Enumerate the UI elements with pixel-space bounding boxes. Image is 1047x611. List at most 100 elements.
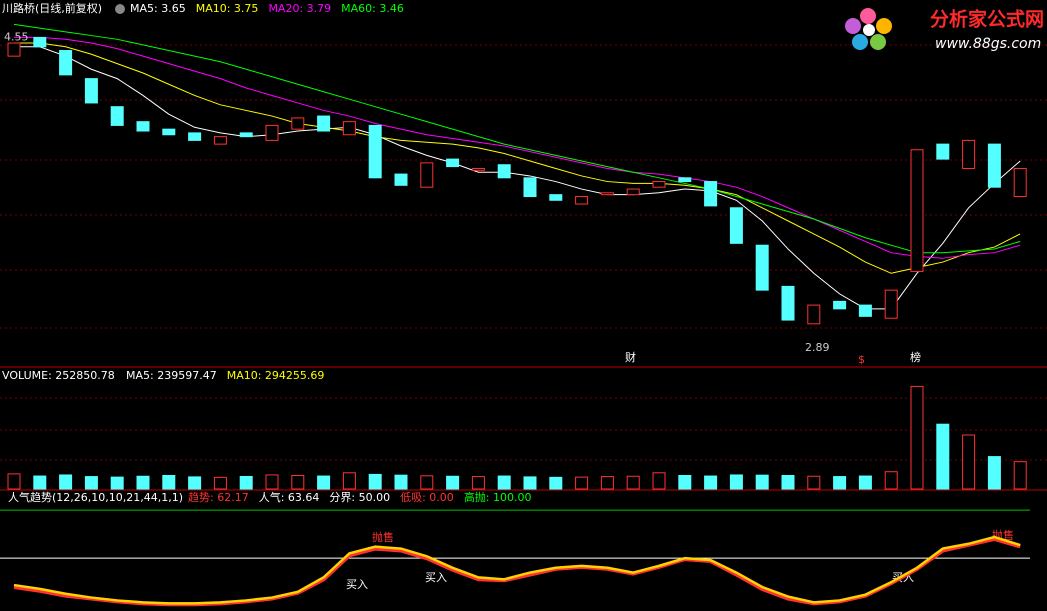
volume-bar	[213, 476, 227, 490]
candle	[7, 42, 21, 57]
candle	[600, 192, 614, 196]
indicator-line	[13, 535, 1021, 605]
candle	[265, 124, 279, 141]
volume-bar	[1013, 461, 1027, 490]
badge: 财	[625, 350, 636, 364]
volume-bar	[59, 474, 73, 490]
signal: 抛售	[372, 530, 394, 544]
volume-bar	[342, 472, 356, 490]
candle	[858, 304, 872, 317]
candle	[33, 36, 47, 48]
volume-bar	[600, 476, 614, 490]
candle	[755, 244, 769, 291]
volume-bar	[729, 474, 743, 490]
candle	[833, 300, 847, 310]
candle	[1013, 167, 1027, 198]
ma-line	[14, 46, 1021, 310]
candle	[420, 162, 434, 188]
price-label: 4.55	[4, 30, 29, 43]
frame	[0, 44, 1047, 491]
candle	[110, 106, 124, 126]
volume-bar	[497, 475, 511, 490]
candle	[704, 181, 718, 207]
badge: 榜	[910, 350, 921, 364]
candle	[84, 78, 98, 104]
logo-name: 分析家公式网	[930, 8, 1044, 31]
legend-item: 分界: 50.00	[329, 491, 390, 504]
price-label: 2.89	[805, 341, 830, 354]
volume-bar	[162, 475, 176, 490]
volume-bar	[626, 475, 640, 490]
volume-bar	[265, 474, 279, 490]
ma-line	[14, 42, 1021, 274]
volume-bar	[936, 423, 950, 490]
candle	[987, 143, 1001, 188]
candle	[136, 121, 150, 132]
volume-bar	[291, 475, 305, 490]
candle	[446, 158, 460, 168]
indicator-line	[13, 536, 1021, 607]
volume-bar	[136, 475, 150, 490]
volume-bar	[962, 434, 976, 490]
candle	[239, 132, 253, 138]
legend-item: MA5: 239597.47	[126, 369, 217, 382]
candle	[626, 188, 640, 196]
ma-line	[14, 36, 1021, 259]
volume-bar	[807, 475, 821, 490]
volume-bar	[7, 473, 21, 490]
candle	[962, 139, 976, 169]
volume-bar	[678, 475, 692, 490]
volume-bar	[575, 476, 589, 490]
candle	[497, 164, 511, 179]
volume-bar	[33, 475, 47, 490]
volume-bar	[755, 474, 769, 490]
candle	[523, 177, 537, 198]
candle	[291, 117, 305, 130]
volume-bar	[420, 475, 434, 490]
legend-item: 低吸: 0.00	[400, 491, 454, 504]
volume-bar	[110, 476, 124, 490]
dropdown[interactable]	[115, 4, 125, 14]
volume-bar	[188, 476, 202, 490]
title: 川路桥(日线,前复权)	[2, 1, 102, 15]
legend-item: 人气: 63.64	[259, 490, 320, 504]
legend-item: 高抛: 100.00	[464, 490, 532, 504]
candle	[317, 115, 331, 132]
candle	[162, 128, 176, 136]
volume-bar	[833, 476, 847, 490]
volume-bar	[549, 476, 563, 490]
signal: 买入	[425, 571, 447, 584]
candle	[59, 50, 73, 76]
candle	[729, 207, 743, 244]
volume-bar	[239, 475, 253, 490]
volume-title: VOLUME: 252850.78	[2, 369, 115, 382]
volume-bar	[858, 475, 872, 490]
volume-bar	[84, 476, 98, 490]
legend-item: MA10: 3.75	[196, 2, 259, 15]
candle	[781, 285, 795, 321]
volume-bar	[704, 475, 718, 490]
signal: 买入	[346, 578, 368, 591]
candle	[188, 132, 202, 141]
candle	[652, 181, 666, 188]
logo-url: www.88gs.com	[935, 36, 1041, 52]
candle	[807, 304, 821, 325]
legend-item: MA20: 3.79	[268, 2, 331, 15]
candle	[549, 194, 563, 201]
volume-bar	[394, 474, 408, 490]
volume-bar	[471, 476, 485, 490]
badge: $	[858, 353, 865, 366]
volume-bar	[317, 475, 331, 490]
candle	[910, 149, 924, 272]
ma-line	[13, 23, 1021, 254]
legend-item: 趋势: 62.17	[188, 491, 249, 504]
volume-bar	[446, 475, 460, 490]
candle	[575, 196, 589, 205]
logo-flower	[845, 8, 892, 50]
legend-item: MA60: 3.46	[341, 2, 404, 15]
candle	[678, 177, 692, 183]
volume-bar	[781, 475, 795, 490]
volume-bar	[368, 473, 382, 490]
